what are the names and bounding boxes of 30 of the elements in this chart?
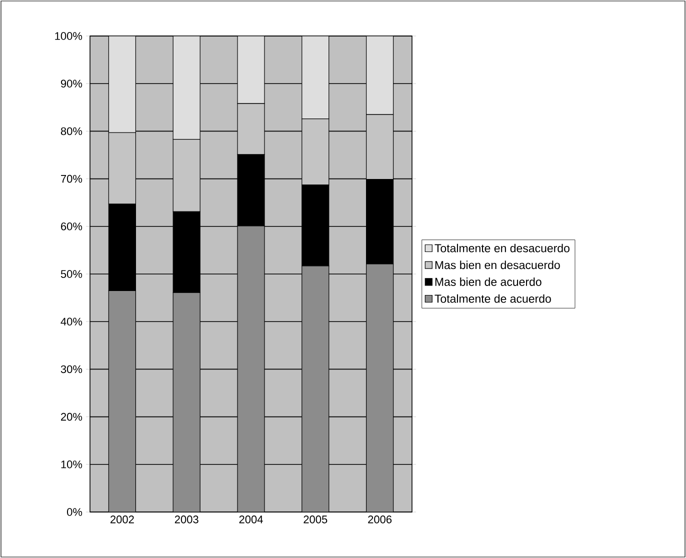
x-tick-label: 2004 <box>239 516 263 524</box>
legend-label: Totalmente de acuerdo <box>434 294 551 303</box>
legend-label: Mas bien en desacuerdo <box>435 260 560 270</box>
bar <box>172 36 200 140</box>
bar <box>366 36 394 115</box>
bar <box>172 292 200 512</box>
x-tick-label: 2002 <box>110 516 134 524</box>
x-tick-label: 2006 <box>368 516 392 524</box>
bar <box>237 226 265 512</box>
y-tick-label: 40% <box>60 318 82 326</box>
legend-label: Totalmente en desacuerdo <box>434 244 570 252</box>
y-tick-label: 90% <box>60 80 82 88</box>
x-tick-label: 2003 <box>174 516 198 524</box>
bar <box>237 36 265 104</box>
legend-label: Mas bien de acuerdo <box>435 278 542 286</box>
y-tick-label: 10% <box>61 460 82 468</box>
x-tick-label: 2005 <box>304 516 328 524</box>
y-tick-label: 0% <box>66 508 82 516</box>
y-tick-label: 50% <box>60 270 82 278</box>
bar <box>302 266 330 512</box>
y-tick-label: 80% <box>60 127 82 136</box>
y-tick-label: 60% <box>61 222 82 230</box>
bar <box>302 36 330 120</box>
y-tick-label: 30% <box>60 365 82 374</box>
bar <box>108 36 136 133</box>
bar <box>108 290 136 512</box>
y-tick-label: 20% <box>61 412 82 421</box>
bar <box>366 264 394 512</box>
y-tick-label: 100% <box>55 32 82 40</box>
y-tick-label: 70% <box>61 174 82 183</box>
